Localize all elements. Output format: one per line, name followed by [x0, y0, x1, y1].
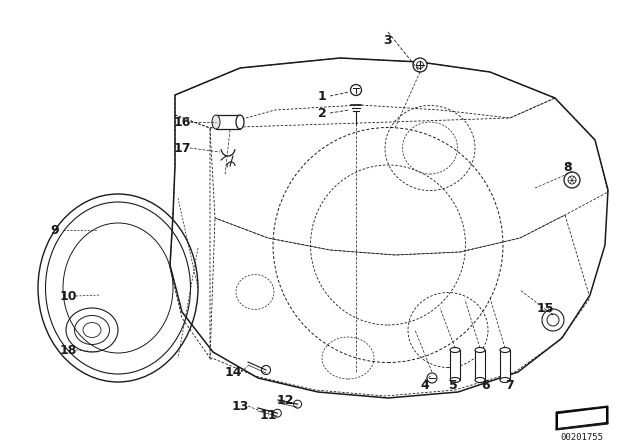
- Text: 3: 3: [384, 34, 392, 47]
- Bar: [216, 115, 240, 129]
- Text: 18: 18: [60, 344, 77, 357]
- Text: 13: 13: [231, 400, 249, 413]
- Text: 16: 16: [173, 116, 191, 129]
- Text: 00201755: 00201755: [561, 432, 604, 441]
- Ellipse shape: [450, 378, 460, 383]
- Text: 4: 4: [420, 379, 429, 392]
- Text: 6: 6: [482, 379, 490, 392]
- Text: 9: 9: [51, 224, 60, 237]
- Ellipse shape: [450, 348, 460, 353]
- Ellipse shape: [236, 115, 244, 129]
- Ellipse shape: [212, 115, 220, 129]
- Bar: [475, 350, 485, 380]
- Circle shape: [413, 58, 427, 72]
- Bar: [450, 350, 460, 380]
- Text: 7: 7: [506, 379, 515, 392]
- Text: 8: 8: [564, 160, 572, 173]
- Circle shape: [542, 309, 564, 331]
- Circle shape: [547, 314, 559, 326]
- Circle shape: [351, 85, 362, 95]
- Ellipse shape: [500, 348, 510, 353]
- Text: 14: 14: [224, 366, 242, 379]
- Text: 17: 17: [173, 142, 191, 155]
- Ellipse shape: [475, 348, 485, 353]
- Circle shape: [427, 373, 437, 383]
- Bar: [500, 350, 510, 380]
- Ellipse shape: [500, 378, 510, 383]
- Text: 2: 2: [317, 107, 326, 120]
- Circle shape: [262, 366, 271, 375]
- Circle shape: [294, 400, 301, 408]
- Text: 1: 1: [317, 90, 326, 103]
- Circle shape: [273, 409, 282, 417]
- Circle shape: [564, 172, 580, 188]
- Ellipse shape: [475, 378, 485, 383]
- Polygon shape: [558, 408, 606, 428]
- Text: 10: 10: [60, 289, 77, 302]
- Text: 15: 15: [536, 302, 554, 314]
- Text: 11: 11: [259, 409, 276, 422]
- Text: 12: 12: [276, 393, 294, 406]
- Polygon shape: [556, 406, 608, 430]
- Text: 5: 5: [449, 379, 458, 392]
